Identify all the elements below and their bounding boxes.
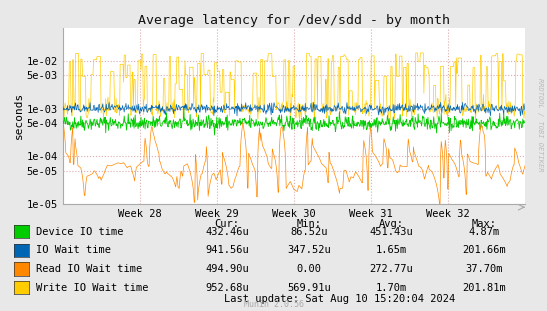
Text: Max:: Max:	[472, 219, 497, 229]
Text: 0.00: 0.00	[296, 264, 322, 274]
Text: Last update: Sat Aug 10 15:20:04 2024: Last update: Sat Aug 10 15:20:04 2024	[224, 294, 455, 304]
Text: 272.77u: 272.77u	[369, 264, 413, 274]
Text: 201.66m: 201.66m	[462, 245, 506, 255]
Text: 347.52u: 347.52u	[287, 245, 331, 255]
Text: Write IO Wait time: Write IO Wait time	[36, 283, 148, 293]
Text: 1.70m: 1.70m	[375, 283, 407, 293]
Title: Average latency for /dev/sdd - by month: Average latency for /dev/sdd - by month	[138, 14, 450, 27]
Text: 1.65m: 1.65m	[375, 245, 407, 255]
Text: Read IO Wait time: Read IO Wait time	[36, 264, 142, 274]
Text: 4.87m: 4.87m	[468, 227, 500, 237]
Text: Munin 2.0.56: Munin 2.0.56	[243, 299, 304, 309]
Text: Min:: Min:	[296, 219, 322, 229]
Text: IO Wait time: IO Wait time	[36, 245, 110, 255]
Text: 451.43u: 451.43u	[369, 227, 413, 237]
Text: 941.56u: 941.56u	[205, 245, 249, 255]
Text: RRDTOOL / TOBI OETIKER: RRDTOOL / TOBI OETIKER	[537, 78, 543, 171]
Text: 86.52u: 86.52u	[290, 227, 328, 237]
Y-axis label: seconds: seconds	[14, 92, 24, 139]
Text: Avg:: Avg:	[379, 219, 404, 229]
Text: 432.46u: 432.46u	[205, 227, 249, 237]
Text: 569.91u: 569.91u	[287, 283, 331, 293]
Text: 494.90u: 494.90u	[205, 264, 249, 274]
Text: 952.68u: 952.68u	[205, 283, 249, 293]
Text: 201.81m: 201.81m	[462, 283, 506, 293]
Text: Cur:: Cur:	[214, 219, 240, 229]
Text: 37.70m: 37.70m	[465, 264, 503, 274]
Text: Device IO time: Device IO time	[36, 227, 123, 237]
